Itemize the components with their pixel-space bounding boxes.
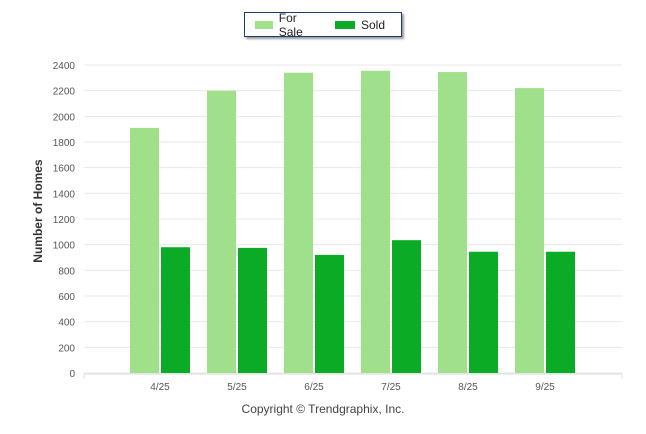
copyright: Copyright © Trendgraphix, Inc. — [241, 402, 405, 416]
y-tick-label: 400 — [58, 318, 75, 329]
legend-item-for-sale[interactable]: For Sale — [255, 11, 319, 39]
y-tick-label: 600 — [58, 292, 75, 303]
bar-for-sale — [207, 90, 236, 374]
bar-sold — [238, 247, 267, 373]
y-tick-label: 1000 — [53, 241, 76, 252]
x-tick-label: 6/25 — [304, 382, 324, 393]
y-tick-label: 800 — [58, 266, 75, 277]
x-tick-label: 8/25 — [458, 382, 478, 393]
y-tick-label: 200 — [58, 343, 75, 354]
legend-swatch-sold — [334, 20, 355, 29]
legend: For Sale Sold — [244, 11, 402, 39]
legend-label: For Sale — [278, 10, 303, 39]
legend-swatch-for-sale — [255, 20, 273, 29]
bar-sold — [161, 247, 190, 373]
bar-for-sale — [130, 127, 159, 373]
y-tick-label: 2000 — [53, 112, 76, 123]
y-tick-label: 1600 — [53, 164, 76, 175]
bar-sold — [469, 251, 498, 373]
bar-sold — [315, 254, 344, 373]
legend-label: Sold — [360, 17, 385, 32]
x-tick-label: 7/25 — [381, 382, 401, 393]
bar-for-sale — [361, 70, 390, 374]
x-tick-label: 9/25 — [535, 382, 555, 393]
y-tick-label: 2200 — [53, 87, 76, 98]
bar-for-sale — [515, 88, 544, 373]
y-tick-label: 2400 — [53, 61, 76, 72]
x-tick-label: 4/25 — [150, 382, 170, 393]
y-tick-label: 1400 — [53, 189, 76, 200]
y-tick-label: 0 — [69, 369, 75, 380]
x-tick-label: 5/25 — [227, 382, 247, 393]
y-tick-label: 1200 — [53, 215, 76, 226]
bar-for-sale — [284, 72, 313, 373]
bar-sold — [546, 251, 575, 373]
y-tick-label: 1800 — [53, 138, 76, 149]
y-axis-label: Number of Homes — [31, 159, 45, 263]
bar-sold — [392, 240, 421, 373]
legend-item-sold[interactable]: Sold — [334, 17, 385, 32]
bar-for-sale — [438, 72, 467, 373]
